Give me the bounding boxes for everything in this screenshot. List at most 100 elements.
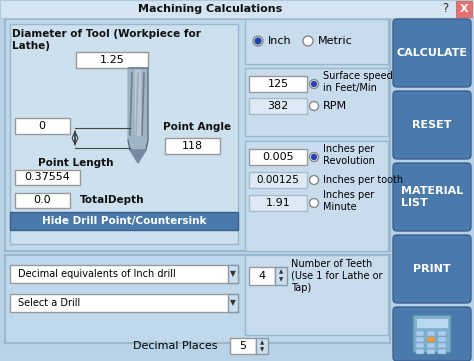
Bar [438,331,446,336]
FancyBboxPatch shape [393,307,471,361]
Bar [427,343,435,348]
Text: 0.005: 0.005 [262,152,294,162]
Bar [416,337,424,342]
Circle shape [311,82,317,87]
Bar [249,172,307,188]
Bar [427,331,435,336]
FancyBboxPatch shape [413,315,451,353]
Bar [416,343,424,348]
Bar [10,24,238,244]
Bar [0,0,474,18]
Circle shape [255,38,261,44]
Text: 4: 4 [258,271,265,281]
Bar [249,149,307,165]
Text: 125: 125 [267,79,289,89]
Bar [427,337,435,342]
Bar [249,76,307,92]
Bar [416,349,424,354]
Text: Select a Drill: Select a Drill [18,298,80,308]
Bar [275,267,287,285]
FancyBboxPatch shape [393,91,471,159]
Bar [15,193,70,208]
Text: Decimal Places: Decimal Places [133,341,217,351]
Bar [15,118,70,134]
Bar [249,98,307,114]
Text: ▼: ▼ [279,278,283,283]
Text: TotalDepth: TotalDepth [80,195,145,205]
Bar [427,349,435,354]
Bar [456,1,472,17]
Text: Machining Calculations: Machining Calculations [138,4,282,14]
Circle shape [310,199,319,208]
Text: Inches per tooth: Inches per tooth [323,175,403,185]
FancyBboxPatch shape [393,19,471,87]
Text: PRINT: PRINT [413,264,451,274]
Bar [15,170,80,185]
Text: 118: 118 [182,141,202,151]
Bar [245,68,388,136]
Text: RPM: RPM [323,101,347,111]
Polygon shape [128,68,148,155]
Bar [416,318,448,328]
Bar [245,19,388,64]
Bar [416,331,424,336]
Text: 0.0: 0.0 [33,195,51,205]
Text: Inch: Inch [268,36,292,46]
Bar [228,294,238,312]
Text: Hide Drill Point/Countersink: Hide Drill Point/Countersink [42,216,206,226]
Text: 0.00125: 0.00125 [256,175,300,185]
Bar [5,255,390,343]
Bar [245,255,388,335]
Text: ▲: ▲ [279,270,283,274]
Text: Surface speed
in Feet/Min: Surface speed in Feet/Min [323,71,393,93]
Text: 1.91: 1.91 [265,198,291,208]
Bar [230,338,256,354]
Bar [249,267,275,285]
FancyBboxPatch shape [393,235,471,303]
Circle shape [253,36,263,46]
Bar [10,212,238,230]
Bar [228,265,238,283]
Circle shape [310,101,319,110]
Bar [5,19,390,251]
Text: ▼: ▼ [260,348,264,352]
Text: 1.25: 1.25 [100,55,124,65]
Text: Point Angle: Point Angle [163,122,231,132]
Bar [438,349,446,354]
Text: X: X [460,4,468,14]
Text: ?: ? [442,3,448,16]
Circle shape [303,36,313,46]
Text: 0: 0 [38,121,46,131]
Text: ▲: ▲ [260,340,264,345]
Polygon shape [135,70,140,135]
Bar [165,138,220,154]
Text: Inches per
Revolution: Inches per Revolution [323,144,375,166]
Text: 5: 5 [239,341,246,351]
Text: Diameter of Tool (Workpiece for
Lathe): Diameter of Tool (Workpiece for Lathe) [11,29,201,51]
Circle shape [310,79,319,88]
Text: Point Length: Point Length [38,158,113,168]
Bar [438,343,446,348]
Text: Number of Teeth
(Use 1 for Lathe or
Tap): Number of Teeth (Use 1 for Lathe or Tap) [291,260,383,293]
Bar [256,338,268,354]
Text: RESET: RESET [412,120,452,130]
Bar [245,141,388,251]
Text: Inches per
Minute: Inches per Minute [323,190,374,212]
Text: Metric: Metric [318,36,353,46]
Bar [10,265,238,283]
Text: CALCULATE: CALCULATE [396,48,467,58]
Text: Decimal equivalents of Inch drill: Decimal equivalents of Inch drill [18,269,176,279]
FancyBboxPatch shape [393,163,471,231]
Bar [438,337,446,342]
Circle shape [310,175,319,184]
Circle shape [310,152,319,161]
Text: 382: 382 [267,101,289,111]
Circle shape [311,155,317,160]
Bar [10,294,238,312]
Bar [249,195,307,211]
Text: ▼: ▼ [230,270,236,278]
Text: ▼: ▼ [230,299,236,308]
Bar [76,52,148,68]
Text: 0.37554: 0.37554 [24,172,70,182]
Text: MATERIAL
LIST: MATERIAL LIST [401,186,463,208]
